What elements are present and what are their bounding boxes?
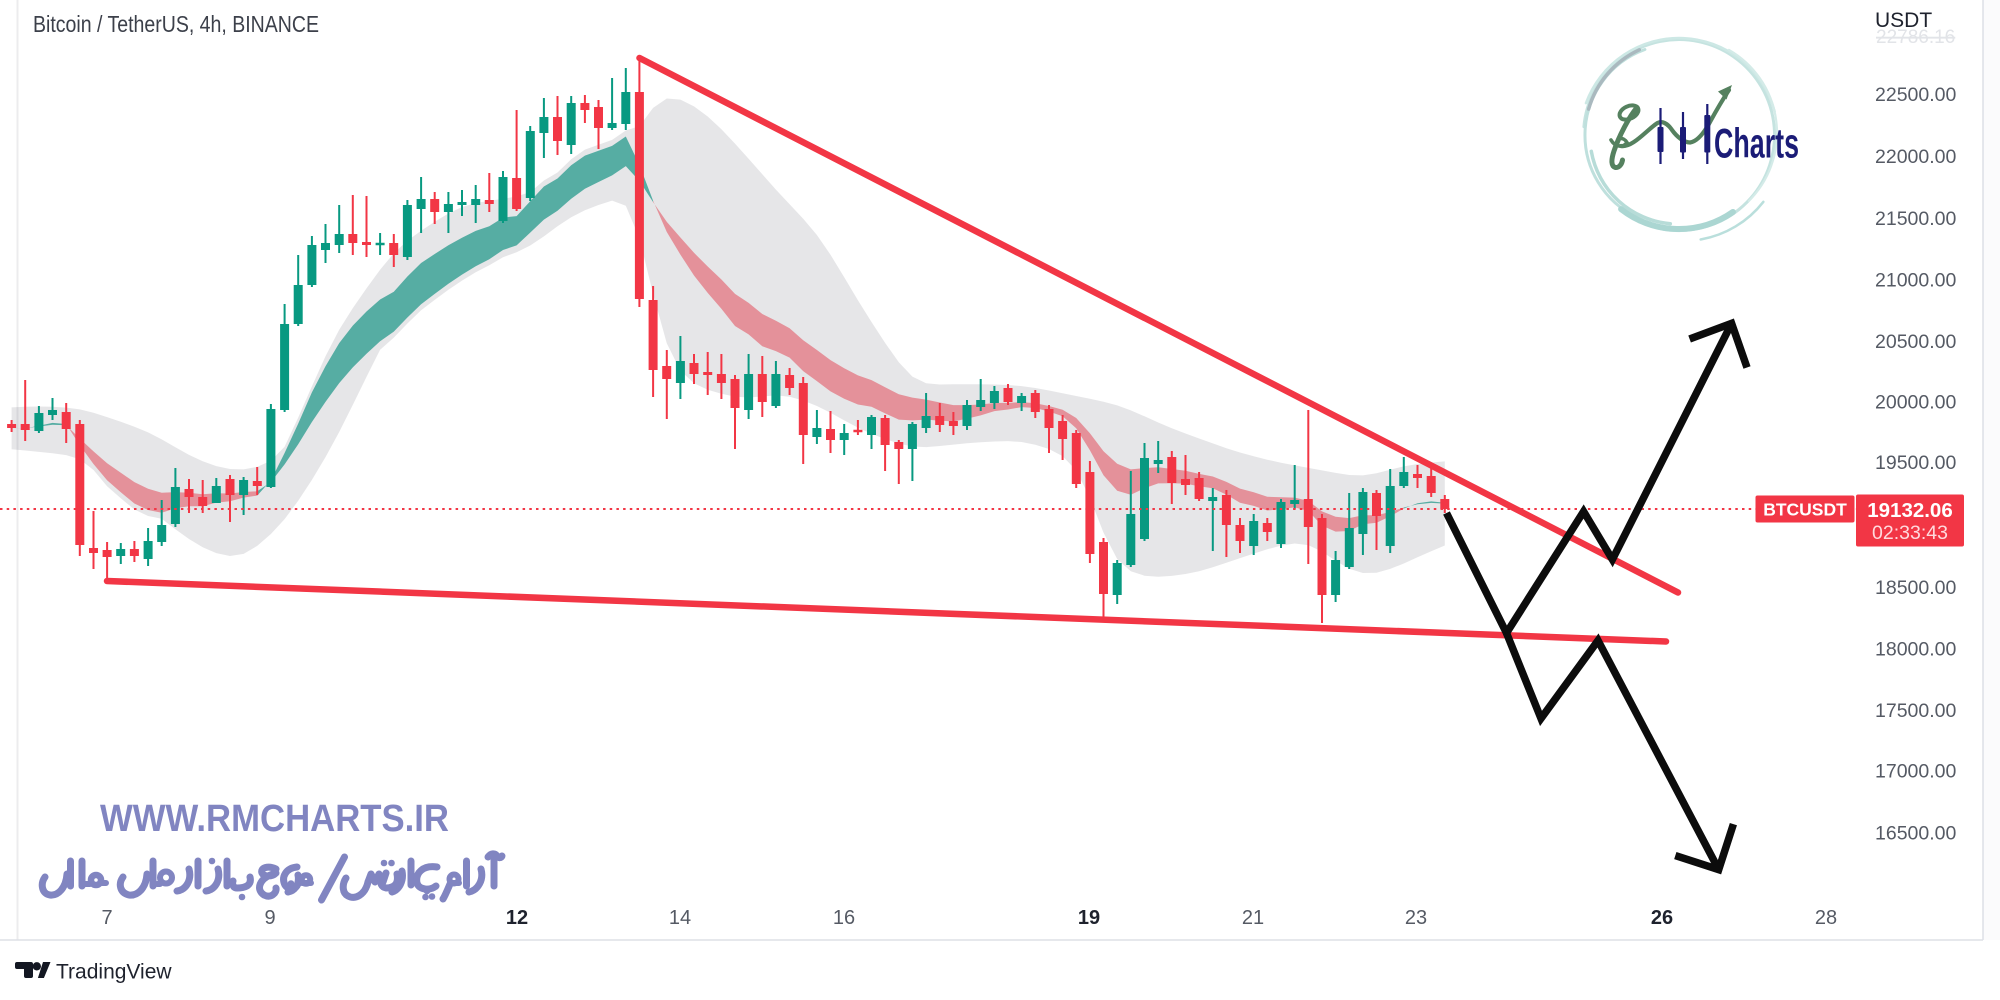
svg-text:Bitcoin / TetherUS, 4h, BINANC: Bitcoin / TetherUS, 4h, BINANCE [33, 11, 319, 37]
svg-text:BTCUSDT: BTCUSDT [1763, 500, 1847, 520]
svg-text:USDT: USDT [1875, 9, 1932, 32]
svg-text:7: 7 [101, 907, 112, 929]
svg-text:17000.00: 17000.00 [1875, 761, 1956, 783]
svg-text:22000.00: 22000.00 [1875, 146, 1956, 168]
svg-text:12: 12 [506, 907, 528, 929]
svg-text:22500.00: 22500.00 [1875, 84, 1956, 106]
svg-text:20000.00: 20000.00 [1875, 392, 1956, 414]
svg-text:9: 9 [264, 907, 275, 929]
svg-text:18000.00: 18000.00 [1875, 639, 1956, 661]
svg-text:21000.00: 21000.00 [1875, 270, 1956, 292]
svg-text:18500.00: 18500.00 [1875, 577, 1956, 599]
svg-text:17500.00: 17500.00 [1875, 700, 1956, 722]
svg-text:21500.00: 21500.00 [1875, 208, 1956, 230]
svg-text:21: 21 [1242, 907, 1264, 929]
svg-text:20500.00: 20500.00 [1875, 331, 1956, 353]
svg-text:23: 23 [1405, 907, 1427, 929]
svg-text:28: 28 [1815, 907, 1837, 929]
svg-text:WWW.RMCHARTS.IR: WWW.RMCHARTS.IR [100, 798, 449, 840]
svg-text:TradingView: TradingView [56, 961, 172, 984]
svg-text:Charts: Charts [1714, 120, 1799, 167]
svg-text:16500.00: 16500.00 [1875, 823, 1956, 845]
svg-text:19500.00: 19500.00 [1875, 452, 1956, 474]
svg-text:26: 26 [1651, 907, 1673, 929]
svg-text:02:33:43: 02:33:43 [1872, 522, 1948, 544]
svg-text:22786.16: 22786.16 [1876, 27, 1955, 48]
svg-text:16: 16 [833, 907, 855, 929]
svg-text:19132.06: 19132.06 [1867, 499, 1953, 522]
svg-text:14: 14 [669, 907, 691, 929]
svg-text:19: 19 [1078, 907, 1100, 929]
